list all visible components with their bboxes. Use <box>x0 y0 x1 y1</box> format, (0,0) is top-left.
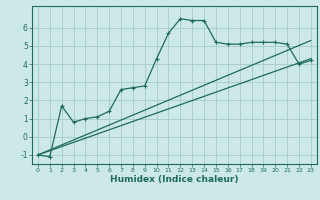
X-axis label: Humidex (Indice chaleur): Humidex (Indice chaleur) <box>110 175 239 184</box>
